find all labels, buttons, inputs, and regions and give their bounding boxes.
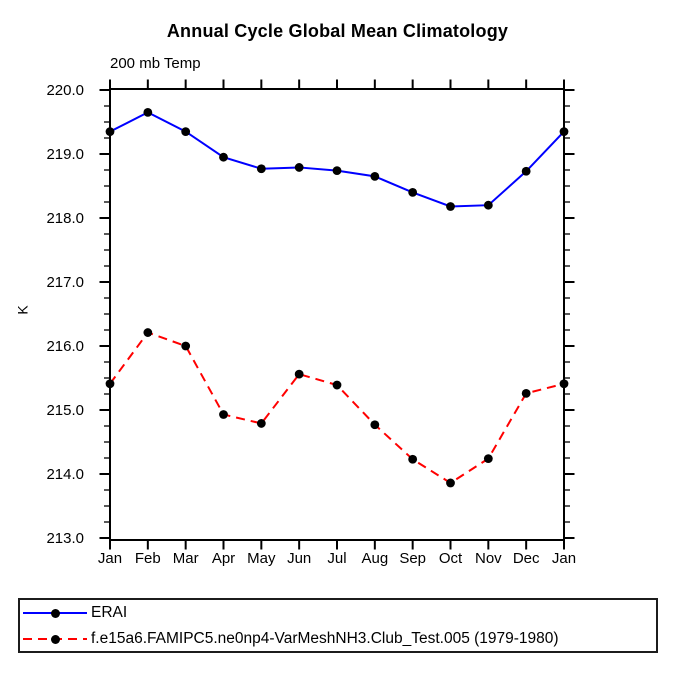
data-point-marker (181, 341, 191, 351)
data-point-marker (256, 419, 266, 428)
data-point-marker (294, 369, 304, 379)
y-tick-label: 218.0 (46, 210, 84, 227)
legend-entry-model: f.e15a6.FAMIPC5.ne0np4-VarMeshNH3.Club_T… (20, 627, 559, 651)
data-point-marker (105, 127, 115, 136)
data-point-marker (559, 127, 569, 136)
data-point-marker (408, 454, 418, 464)
data-point-marker (332, 166, 342, 176)
circle-marker-icon (51, 634, 60, 644)
x-tick-label: Sep (399, 550, 426, 567)
chart-subtitle: 200 mb Temp (110, 55, 201, 72)
x-tick-label: Feb (135, 550, 161, 567)
data-series (105, 108, 569, 488)
plot-area-border (109, 88, 565, 541)
y-tick-label: 214.0 (46, 466, 84, 483)
data-point-marker (219, 410, 228, 419)
axis-tick-labels: 213.0 214.0 215.0 216.0 217.0 218.0 219.0 220.0… (46, 82, 576, 567)
chart-title: Annual Cycle Global Mean Climatology (166, 21, 509, 41)
data-point-marker (181, 127, 191, 136)
plot-canvas: 213.0 214.0 215.0 216.0 217.0 218.0 219.0 220.0… (46, 79, 576, 567)
data-point-marker (446, 202, 455, 211)
x-tick-label: Jan (552, 550, 576, 567)
legend-entry-erai: ERAI (20, 601, 127, 625)
x-tick-label: Nov (475, 550, 502, 567)
legend-line-sample-model (23, 627, 87, 651)
data-point-marker (521, 166, 531, 176)
x-tick-label: Dec (513, 550, 540, 567)
series-line-1 (109, 331, 565, 485)
circle-marker-icon (51, 608, 60, 618)
data-point-marker (332, 380, 342, 390)
data-point-marker (370, 172, 380, 181)
data-point-marker (256, 164, 266, 174)
y-tick-label: 213.0 (46, 530, 84, 547)
legend-label-erai: ERAI (91, 604, 128, 621)
data-point-marker (105, 379, 115, 389)
x-tick-label: Jan (98, 550, 122, 567)
legend-box: ERAI f.e15a6.FAMIPC5.ne0np4-VarMeshNH3.C… (18, 598, 658, 653)
y-tick-label: 219.0 (46, 146, 84, 163)
data-point-marker (483, 454, 493, 464)
data-point-marker (483, 200, 493, 210)
data-point-marker (143, 108, 153, 117)
data-point-marker (446, 478, 455, 488)
y-tick-label: 215.0 (46, 402, 84, 419)
y-tick-label: 217.0 (46, 274, 84, 291)
x-tick-label: Mar (173, 550, 199, 567)
x-tick-label: May (247, 550, 276, 567)
x-tick-label: Aug (361, 550, 388, 567)
y-tick-label: 216.0 (46, 338, 84, 355)
x-tick-label: Jun (287, 550, 311, 567)
data-point-marker (370, 420, 380, 430)
data-point-marker (143, 328, 153, 337)
data-point-marker (408, 188, 418, 197)
x-tick-label: Apr (212, 550, 235, 567)
data-point-marker (521, 388, 531, 398)
data-point-marker (294, 163, 304, 172)
data-point-marker (219, 152, 228, 162)
legend-line-sample-erai (23, 601, 87, 625)
legend-label-model: f.e15a6.FAMIPC5.ne0np4-VarMeshNH3.Club_T… (91, 630, 559, 647)
y-tick-label: 220.0 (46, 82, 84, 99)
data-point-marker (559, 379, 569, 389)
x-tick-label: Jul (327, 550, 346, 567)
axis-ticks (99, 79, 575, 550)
x-tick-label: Oct (439, 550, 463, 567)
series-line-0 (109, 111, 565, 208)
